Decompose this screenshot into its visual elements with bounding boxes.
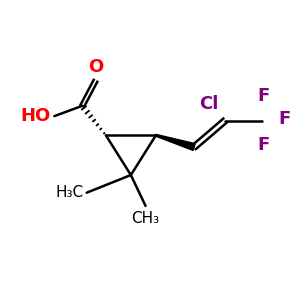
Text: Cl: Cl <box>199 95 219 113</box>
Text: O: O <box>88 58 103 76</box>
Text: H₃C: H₃C <box>56 185 84 200</box>
Text: CH₃: CH₃ <box>131 211 160 226</box>
Text: F: F <box>278 110 290 128</box>
Text: F: F <box>257 136 269 154</box>
Polygon shape <box>156 134 195 150</box>
Text: HO: HO <box>20 107 51 125</box>
Text: F: F <box>257 87 269 105</box>
